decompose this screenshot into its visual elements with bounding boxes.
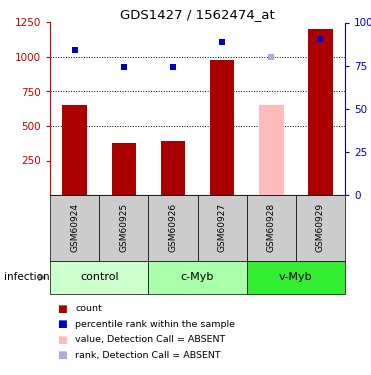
Text: percentile rank within the sample: percentile rank within the sample xyxy=(75,320,235,329)
Point xyxy=(121,64,127,70)
Bar xyxy=(148,195,197,261)
Text: infection: infection xyxy=(4,273,49,282)
Text: GSM60925: GSM60925 xyxy=(119,203,128,252)
Bar xyxy=(50,195,99,261)
Text: c-Myb: c-Myb xyxy=(181,273,214,282)
Bar xyxy=(148,261,247,294)
Text: control: control xyxy=(80,273,119,282)
Point xyxy=(72,47,78,53)
Text: ■: ■ xyxy=(58,335,67,345)
Text: GSM60926: GSM60926 xyxy=(168,203,177,252)
Text: GSM60924: GSM60924 xyxy=(70,203,79,252)
Text: v-Myb: v-Myb xyxy=(279,273,313,282)
Bar xyxy=(99,195,148,261)
Bar xyxy=(259,105,283,195)
Title: GDS1427 / 1562474_at: GDS1427 / 1562474_at xyxy=(120,8,275,21)
Text: rank, Detection Call = ABSENT: rank, Detection Call = ABSENT xyxy=(75,351,221,360)
Bar xyxy=(247,261,345,294)
Text: ■: ■ xyxy=(58,320,67,329)
Bar xyxy=(50,261,148,294)
Text: count: count xyxy=(75,304,102,313)
Text: GSM60927: GSM60927 xyxy=(218,203,227,252)
Text: GSM60928: GSM60928 xyxy=(267,203,276,252)
Point xyxy=(219,39,225,45)
Bar xyxy=(112,143,136,195)
Point xyxy=(318,36,324,42)
Text: value, Detection Call = ABSENT: value, Detection Call = ABSENT xyxy=(75,335,226,344)
Bar xyxy=(198,195,247,261)
Bar xyxy=(296,195,345,261)
Bar xyxy=(247,195,296,261)
Text: GSM60929: GSM60929 xyxy=(316,203,325,252)
Bar xyxy=(308,29,333,195)
Text: ■: ■ xyxy=(58,350,67,360)
Bar xyxy=(62,105,87,195)
Point xyxy=(170,64,176,70)
Bar xyxy=(210,60,234,195)
Point xyxy=(268,54,274,60)
Text: ■: ■ xyxy=(58,304,67,314)
Bar xyxy=(161,141,185,195)
